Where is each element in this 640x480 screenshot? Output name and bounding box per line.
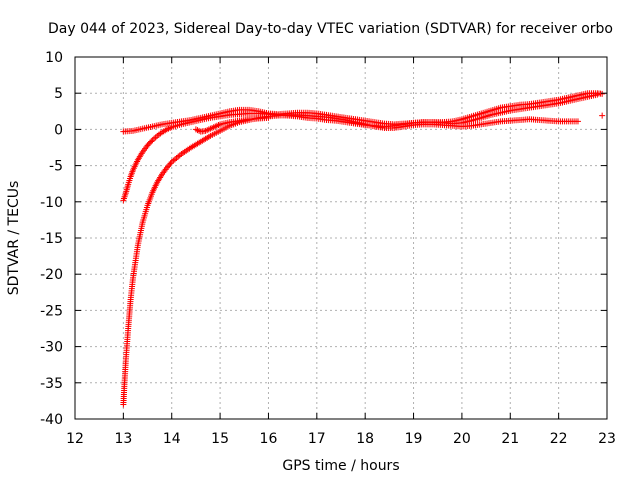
data-point [167,160,174,167]
y-tick-label: -35 [40,376,63,392]
data-points [120,90,606,408]
y-tick-label: 10 [45,50,63,66]
tick-labels: 12 13 14 15 16 17 18 19 20 21 22 23 10 5 0 -5 -10 -15 -20 -… [40,50,616,447]
data-point [265,114,272,121]
y-tick-label: -30 [40,340,63,356]
y-tick-label: -15 [40,231,63,247]
x-tick-label: 13 [114,431,132,447]
data-point [599,112,606,119]
y-tick-label: -20 [40,267,63,283]
chart-title: Day 044 of 2023, Sidereal Day-to-day VTE… [48,21,613,37]
y-tick-label: -25 [40,303,63,319]
x-tick-label: 12 [66,431,84,447]
y-tick-label: -5 [49,159,63,175]
x-tick-label: 15 [211,431,229,447]
axis-ticks [74,56,608,420]
x-tick-label: 20 [453,431,471,447]
data-point [574,118,581,125]
x-tick-label: 14 [163,431,181,447]
y-tick-label: -10 [40,195,63,211]
x-tick-label: 21 [501,431,519,447]
x-tick-label: 17 [308,431,326,447]
x-tick-label: 22 [550,431,568,447]
y-tick-label: -40 [40,412,63,428]
x-tick-label: 19 [405,431,423,447]
y-axis-label: SDTVAR / TECUs [6,181,22,296]
x-tick-label: 18 [356,431,374,447]
y-tick-label: 0 [54,122,63,138]
y-tick-label: 5 [54,86,63,102]
x-tick-label: 23 [598,431,616,447]
x-tick-label: 16 [260,431,278,447]
data-point [148,138,155,145]
x-axis-label: GPS time / hours [282,458,399,474]
grid [75,57,607,419]
data-point [599,90,606,97]
